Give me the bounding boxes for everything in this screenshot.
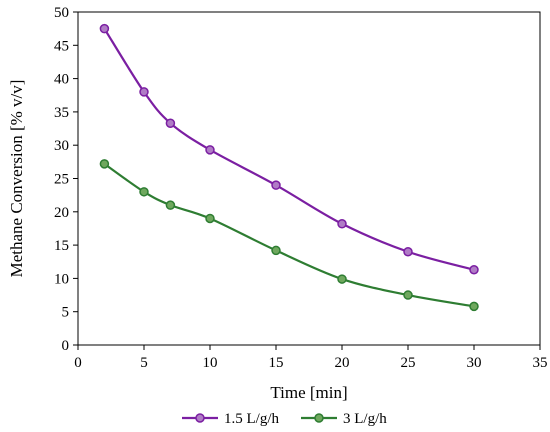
data-point	[271, 245, 281, 256]
legend: 1.5 L/g/h 3 L/g/h	[182, 411, 387, 427]
y-tick-label: 15	[54, 238, 69, 254]
series-line	[103, 162, 475, 308]
series-2	[99, 159, 479, 312]
data-point	[139, 87, 149, 97]
series-line	[103, 28, 475, 271]
x-tick-label: 25	[401, 355, 416, 371]
legend-item-1: 1.5 L/g/h	[182, 411, 279, 427]
y-tick-label: 50	[54, 5, 69, 21]
data-point	[403, 247, 413, 257]
y-tick-label: 40	[54, 72, 69, 88]
data-point	[205, 213, 215, 224]
x-tick-label: 5	[140, 355, 148, 371]
legend-swatch-marker	[195, 413, 205, 423]
y-tick-label: 25	[54, 172, 69, 188]
data-point	[165, 118, 176, 128]
y-tick-label: 35	[54, 105, 69, 121]
x-axis-label: Time [min]	[270, 383, 347, 402]
data-point	[165, 200, 176, 210]
plot-border	[77, 11, 541, 346]
data-point	[337, 274, 347, 284]
x-tick-label: 30	[467, 355, 482, 371]
y-axis-label: Methane Conversion [% v/v]	[7, 80, 26, 278]
y-tick-label: 5	[62, 305, 70, 321]
legend-swatch-marker	[314, 413, 324, 423]
data-point	[469, 264, 479, 275]
data-point	[337, 219, 347, 229]
y-tick-label: 10	[54, 271, 69, 287]
plot-area	[77, 11, 541, 346]
axis-ticks: 0 5 10 15 20 25 30 35 40 45 50 0 5 10 15 20 25 30 35	[54, 5, 548, 371]
y-tick-label: 45	[54, 38, 69, 54]
data-point	[139, 187, 149, 197]
data-point	[403, 290, 413, 300]
data-point	[205, 145, 215, 155]
data-point	[469, 301, 479, 312]
x-tick-label: 20	[335, 355, 350, 371]
y-tick-label: 0	[62, 338, 70, 354]
data-point	[271, 180, 281, 190]
legend-label: 3 L/g/h	[343, 411, 387, 427]
legend-item-2: 3 L/g/h	[301, 411, 387, 427]
series-layer	[99, 23, 479, 312]
data-point	[99, 159, 110, 169]
legend-label: 1.5 L/g/h	[224, 411, 279, 427]
x-tick-label: 0	[74, 355, 82, 371]
y-tick-label: 30	[54, 138, 69, 154]
y-tick-label: 20	[54, 205, 69, 221]
x-tick-label: 35	[533, 355, 548, 371]
x-tick-label: 15	[269, 355, 284, 371]
series-1	[99, 23, 479, 275]
data-point	[99, 23, 110, 34]
x-tick-label: 10	[203, 355, 218, 371]
